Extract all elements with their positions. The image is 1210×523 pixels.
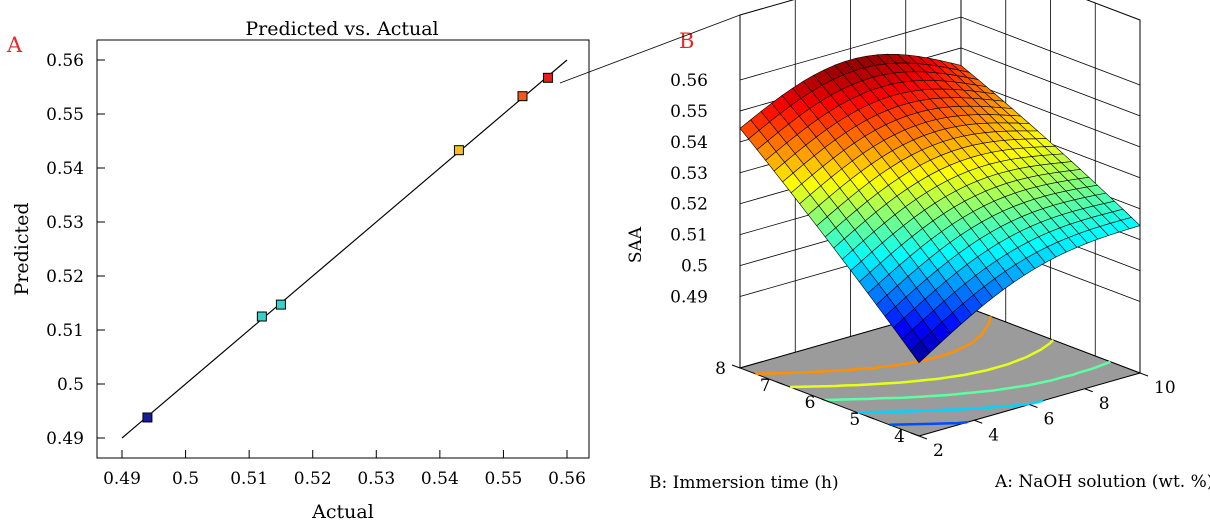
z-tick-label: 0.52: [670, 195, 708, 215]
floor-contour: [857, 399, 1044, 414]
a-tick-label: 2: [933, 441, 944, 461]
floor-contour: [790, 339, 1055, 389]
y-tick-label: 0.51: [46, 321, 84, 341]
z-tick-label: 0.5: [681, 257, 708, 277]
response-surface: [739, 53, 1141, 364]
chart-a-plot-frame: [96, 39, 590, 459]
z-tick-label: 0.54: [670, 133, 708, 153]
chart-b-floor-contours: [755, 316, 1111, 427]
z-tick-label: 0.49: [670, 288, 708, 308]
data-point: [453, 145, 464, 156]
x-tick-label: 0.49: [103, 469, 141, 489]
floor-contour: [755, 316, 992, 376]
b-tick-label: 8: [715, 359, 726, 379]
b-axis-tick: [821, 398, 830, 403]
y-tick-label: 0.56: [46, 51, 84, 71]
data-point: [256, 311, 267, 322]
z-tick-label: 0.51: [670, 226, 708, 246]
a-tick-label: 10: [1154, 378, 1176, 398]
panel-b-letter: B: [679, 29, 694, 53]
x-tick-label: 0.53: [357, 469, 395, 489]
x-tick-label: 0.52: [294, 469, 332, 489]
x-tick-label: 0.51: [230, 469, 268, 489]
y-tick-label: 0.52: [46, 267, 84, 287]
b-tick-label: 5: [849, 410, 860, 430]
x-tick-label: 0.56: [548, 469, 586, 489]
chart-a-points: [142, 72, 553, 423]
chart-b-xlabel: A: NaOH solution (wt. %): [994, 472, 1210, 492]
b-axis-tick: [731, 364, 741, 369]
a-axis-tick: [918, 435, 928, 440]
x-tick-label: 0.55: [484, 469, 522, 489]
y-tick-label: 0.55: [46, 105, 84, 125]
reference-line: [121, 59, 568, 439]
chart-a-xlabel: Actual: [311, 501, 374, 523]
a-tick-label: 4: [988, 425, 999, 445]
z-tick-label: 0.55: [670, 102, 708, 122]
x-tick-label: 0.5: [172, 469, 199, 489]
x-tick-label: 0.54: [421, 469, 459, 489]
data-point: [517, 91, 528, 102]
a-axis-tick: [1029, 404, 1038, 408]
data-point: [142, 412, 153, 423]
chart-a-title: Predicted vs. Actual: [245, 18, 438, 40]
y-tick-label: 0.49: [46, 429, 84, 449]
a-axis-tick: [1139, 372, 1149, 377]
data-point: [542, 72, 553, 83]
panel-a-letter: A: [6, 33, 23, 57]
y-tick-label: 0.54: [46, 159, 84, 179]
b-axis-tick: [776, 381, 785, 386]
chart-b-axes: 0.49 0.5 0.51 0.52 0.53 0.54 0.55 0.56 4 5 6 7 8 2 4 6 8…: [670, 71, 1176, 461]
floor-contour: [824, 360, 1111, 402]
b-tick-label: 7: [760, 376, 771, 396]
chart-a-ylabel: Predicted: [11, 202, 33, 295]
y-tick-label: 0.53: [46, 213, 84, 233]
a-tick-label: 8: [1099, 394, 1110, 414]
panel-a: A Predicted vs. Actual 0.49 0.5 0.51 0.52 0.…: [6, 18, 590, 523]
panel-b: B 0.49 0.5 0.51 0.52 0.53 0.54 0.55 0.56 4 5 6 7 8 2 4…: [559, 0, 1210, 493]
data-point: [275, 299, 286, 310]
surface-cell: [910, 340, 930, 364]
b-tick-label: 4: [894, 427, 905, 447]
chart-a-y-axis: 0.49 0.5 0.51 0.52 0.53 0.54 0.55 0.56: [46, 51, 105, 449]
b-axis-tick: [866, 415, 875, 420]
chart-a-x-axis: 0.49 0.5 0.51 0.52 0.53 0.54 0.55 0.56: [103, 450, 586, 489]
a-axis-tick: [1084, 388, 1093, 393]
a-axis-tick: [974, 419, 983, 424]
b-tick-label: 6: [805, 393, 816, 413]
b-axis-tick: [910, 432, 920, 437]
z-tick-label: 0.53: [670, 164, 708, 184]
a-tick-label: 6: [1044, 410, 1055, 430]
chart-b-zlabel: SAA: [626, 226, 646, 263]
box-edge: [559, 14, 741, 84]
y-tick-label: 0.5: [57, 375, 84, 395]
floor-contour: [889, 420, 968, 427]
wall-grid-line: [739, 16, 1141, 86]
z-tick-label: 0.56: [670, 71, 708, 91]
chart-b-ylabel: B: Immersion time (h): [649, 473, 839, 493]
